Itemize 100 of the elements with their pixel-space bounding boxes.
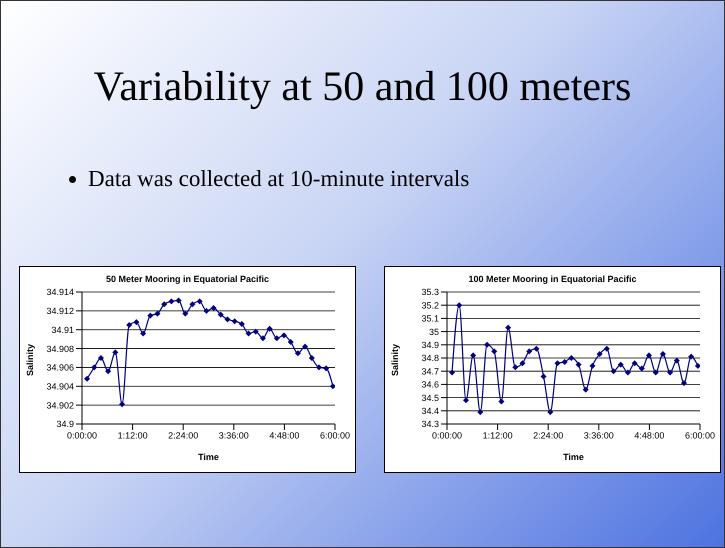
point [498,398,504,405]
x-tick-label: 2:24:00 [168,430,198,440]
point [484,342,490,348]
point [238,321,245,328]
point [526,348,532,354]
point [638,366,645,372]
point [632,360,638,366]
point [533,346,540,352]
y-tick-label: 34.3 [421,419,439,430]
x-tick-label: 3:36:00 [584,430,614,440]
text: Data was collected at 10-minute intervals [88,166,470,192]
point [540,373,547,380]
point [182,310,188,317]
point [624,370,631,376]
x-axis-title: Time [198,452,219,462]
point [84,376,90,382]
point [302,344,308,350]
point [91,364,98,370]
point [674,358,680,364]
point [596,351,603,358]
y-tick-label: 34.6 [421,380,439,390]
x-tick-label: 4:48:00 [269,430,300,440]
point [604,346,610,352]
chart-title: 100 Meter Mooring in Equatorial Pacific [467,274,638,284]
x-tick-label: 1:12:00 [118,430,148,440]
y-tick-label: 35.3 [421,287,439,298]
point [589,362,596,369]
point [582,386,589,393]
y-tick-label: 34.914 [46,287,74,298]
point [260,335,266,342]
point [189,301,196,308]
point [688,354,694,360]
point [126,322,132,328]
y-tick-label: 34.908 [46,344,74,354]
point [562,358,568,365]
point [330,383,335,390]
y-tick-label: 34.91 [51,324,74,335]
x-tick-label: 2:24:00 [533,430,564,440]
y-tick-label: 34.906 [46,362,74,373]
point [470,352,476,358]
point [512,364,518,370]
point [316,364,322,370]
point [119,401,126,408]
point [491,348,498,354]
y-tick-label: 34.902 [46,400,74,410]
point [203,308,210,314]
point [105,368,112,374]
y-tick-label: 34.7 [421,366,439,376]
y-tick-label: 34.912 [46,306,74,316]
x-tick-label: 4:48:00 [634,430,664,440]
point [660,351,666,358]
x-axis-title: Time [563,452,584,462]
point [462,397,469,404]
point [646,352,652,358]
point [288,338,294,345]
y-tick-label: 34.8 [421,353,439,364]
x-tick-label: 0:00:00 [66,430,98,440]
y-tick-label: 34.904 [46,381,74,392]
point [680,380,687,386]
point [576,362,582,368]
point [505,324,512,331]
y-axis-title: Salinity [390,344,400,376]
point [140,330,146,336]
y-tick-label: 35.1 [421,314,439,324]
point [449,370,456,376]
point [694,362,700,369]
point [323,365,330,372]
point [133,319,140,326]
point [210,305,217,312]
point [218,312,224,318]
point [196,298,203,304]
y-tick-label: 34.9 [421,340,439,350]
x-tick-label: 6:00:00 [320,430,350,440]
point [308,355,315,361]
point [147,312,154,319]
x-tick-label: 1:12:00 [482,430,513,440]
y-tick-label: 35 [428,326,439,337]
point [161,301,168,308]
point [154,310,160,317]
chart-title: 50 Meter Mooring in Equatorial Pacific [104,274,270,284]
y-tick-label: 34.9 [56,419,74,430]
y-axis-title: Salinity [25,344,36,376]
point [232,318,238,324]
point [294,350,301,356]
x-tick-label: 3:36:00 [218,430,249,440]
y-tick-label: 35.2 [421,300,439,310]
point [610,368,617,374]
point [274,335,280,342]
point [224,316,230,322]
x-tick-label: 6:00:00 [684,430,716,440]
point [252,328,259,335]
point [98,355,104,361]
point [456,302,462,308]
point [667,370,674,376]
point [618,362,624,368]
y-tick-label: 34.5 [421,392,439,403]
point [246,330,252,336]
point [112,349,118,356]
point [176,297,182,304]
point [168,298,174,304]
